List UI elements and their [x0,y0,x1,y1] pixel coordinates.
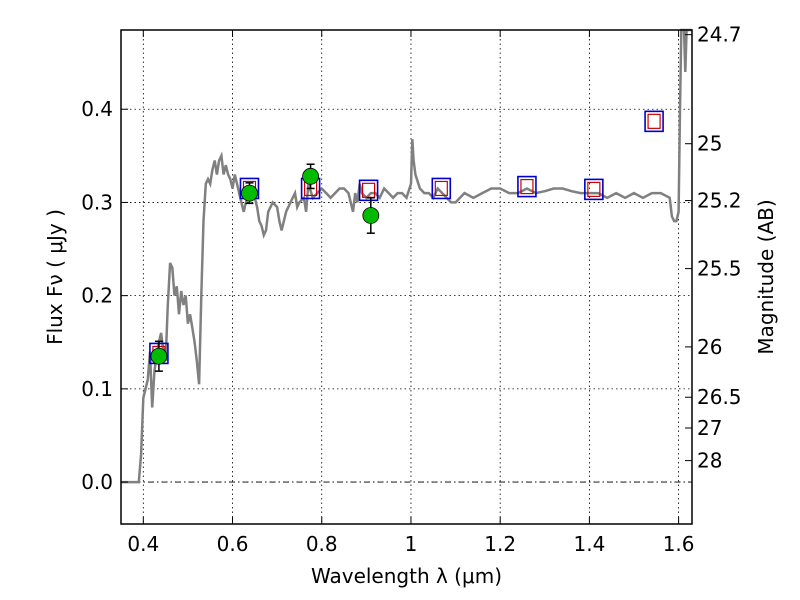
observed-photometry-points [150,163,380,372]
y-axis-title: Flux Fν ( μJy ) [43,209,67,345]
observed-point [241,184,258,202]
model-photometry-box [584,178,604,201]
right-tick-label: 28 [697,449,722,473]
right-tick-label: 26.5 [697,385,742,409]
model-spectrum-line [121,28,692,484]
right-tick-label: 25.5 [697,257,742,281]
x-tick-label: 1.6 [663,532,695,556]
observed-point [302,167,319,185]
grid-lines [121,30,692,524]
right-tick-label: 27 [697,416,722,440]
x-tick-label: 0.4 [127,532,159,556]
model-photometry-box [644,110,664,133]
y-tick-label: 0.2 [81,284,113,308]
x-tick-label: 0.8 [306,532,338,556]
y-tick-label: 0.0 [81,470,113,494]
model-photometry-inner-box [434,180,448,197]
model-photometry-inner-box [520,178,534,195]
model-photometry-box [431,177,452,200]
model-photometry-box [358,179,379,202]
right-tick-label: 25 [697,132,722,156]
y-tick-label: 0.1 [81,377,113,401]
model-photometry-boxes [149,110,664,365]
x-tick-label: 1.4 [573,532,605,556]
observed-point [150,347,168,365]
right-tick-label: 25.2 [697,189,742,213]
y-tick-label: 0.3 [81,190,113,214]
model-photometry-inner-box [647,113,661,129]
right-tick-label: 24.7 [697,23,742,47]
x-tick-label: 1.2 [484,532,516,556]
right-tick-label: 26 [697,335,722,359]
right-axis-title: Magnitude (AB) [754,199,778,354]
x-tick-label: 0.6 [217,532,249,556]
plot-frame [120,29,693,525]
x-axis-title: Wavelength λ (μm) [311,564,502,588]
model-photometry-inner-box [587,181,601,197]
x-tick-label: 1 [405,532,418,556]
observed-point [362,207,380,224]
model-photometry-box [517,175,537,198]
axis-ticks: 0.4 0.6 0.8 1 1.2 1.4 1.6 0.0 0.1 0.2 0.3 0.4 24.7 25… [81,23,741,556]
y-tick-label: 0.4 [81,97,113,121]
